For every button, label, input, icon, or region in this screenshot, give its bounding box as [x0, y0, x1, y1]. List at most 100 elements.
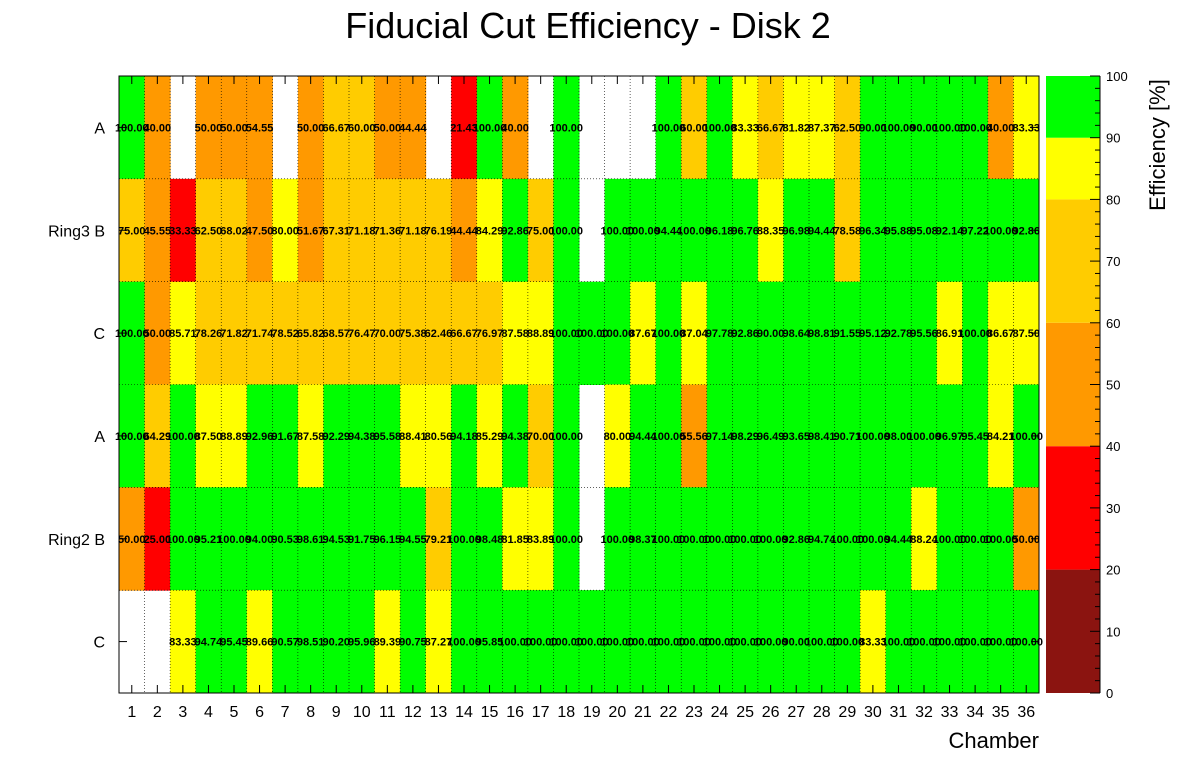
cell-value-label: 100.00 — [882, 122, 916, 134]
cell-value-label: 100.00 — [626, 225, 660, 237]
heatmap-cell — [476, 384, 503, 488]
heatmap-cell — [962, 178, 989, 283]
cell-value-label: 100.00 — [652, 637, 686, 649]
cell-value-label: 66.67 — [322, 122, 350, 134]
heatmap-cell — [476, 487, 503, 591]
heatmap-cell — [860, 178, 887, 283]
heatmap-cell — [911, 384, 938, 488]
heatmap-cell — [655, 590, 682, 694]
heatmap-cell — [502, 178, 529, 283]
heatmap-cell — [374, 76, 401, 180]
heatmap-cell — [502, 487, 529, 591]
heatmap-cell — [962, 590, 989, 694]
x-tick-label: 16 — [506, 704, 524, 721]
heatmap-cell — [783, 384, 810, 488]
cell-value-label: 83.33 — [859, 637, 887, 649]
cell-value-label: 92.29 — [322, 431, 350, 443]
x-tick-label: 27 — [787, 704, 805, 721]
heatmap-cell — [757, 76, 784, 180]
heatmap-cell — [987, 590, 1014, 694]
x-tick-label: 25 — [736, 704, 754, 721]
cell-value-label: 60.00 — [680, 122, 708, 134]
palette-tick-label: 20 — [1106, 563, 1120, 578]
cell-value-label: 71.36 — [374, 225, 402, 237]
heatmap-cell — [451, 487, 478, 591]
cell-value-label: 75.00 — [527, 225, 555, 237]
cell-value-label: 98.29 — [731, 431, 759, 443]
palette-band — [1046, 137, 1100, 200]
cell-value-label: 83.33 — [1012, 122, 1040, 134]
heatmap-cell — [757, 384, 784, 488]
x-tick-label: 1 — [127, 704, 136, 721]
cell-value-label: 98.48 — [476, 534, 504, 546]
cell-value-label: 62.46 — [425, 328, 453, 340]
heatmap-cell — [706, 384, 733, 488]
heatmap-cell — [911, 590, 938, 694]
heatmap-cell — [553, 384, 580, 488]
y-tick-label: C — [93, 326, 105, 343]
heatmap-cell — [706, 590, 733, 694]
heatmap-cell — [732, 384, 759, 488]
cell-value-label: 90.00 — [782, 637, 810, 649]
cell-value-label: 88.24 — [910, 534, 938, 546]
cell-value-label: 100.00 — [601, 328, 635, 340]
cell-value-label: 86.91 — [936, 328, 964, 340]
cell-value-label: 100.00 — [115, 122, 149, 134]
cell-value-label: 89.66 — [246, 637, 274, 649]
heatmap-cell — [323, 281, 350, 385]
heatmap-cell — [936, 76, 963, 180]
cell-value-label: 100.00 — [498, 637, 532, 649]
cell-value-label: 50.00 — [297, 122, 325, 134]
heatmap-cell — [400, 281, 427, 385]
cell-value-label: 94.44 — [885, 534, 913, 546]
cell-value-label: 68.57 — [322, 328, 350, 340]
cell-value-label: 95.12 — [859, 328, 887, 340]
cell-value-label: 92.86 — [782, 534, 810, 546]
heatmap-cell — [272, 487, 299, 591]
cell-value-label: 98.51 — [297, 637, 325, 649]
heatmap-cell — [425, 178, 452, 283]
cell-value-label: 94.44 — [655, 225, 683, 237]
cell-value-label: 33.33 — [169, 225, 197, 237]
heatmap-cell — [732, 590, 759, 694]
heatmap-cell — [297, 76, 324, 180]
heatmap-cell — [400, 178, 427, 283]
heatmap-cell — [936, 178, 963, 283]
heatmap-cell — [221, 590, 248, 694]
heatmap-cell — [706, 76, 733, 180]
x-tick-label: 7 — [281, 704, 290, 721]
cell-value-label: 100.00 — [958, 637, 992, 649]
palette-tick-label: 100 — [1106, 69, 1128, 84]
cell-value-label: 100.00 — [984, 534, 1018, 546]
cell-value-label: 54.55 — [246, 122, 274, 134]
cell-value-label: 71.82 — [220, 328, 248, 340]
heatmap-cell — [221, 487, 248, 591]
heatmap-cell — [783, 487, 810, 591]
y-tick-label: Ring3 B — [48, 223, 105, 240]
cell-value-label: 81.82 — [782, 122, 810, 134]
cell-value-label: 95.85 — [476, 637, 504, 649]
heatmap-cell — [936, 590, 963, 694]
heatmap-cell — [476, 178, 503, 283]
heatmap-cell — [732, 487, 759, 591]
palette-tick-label: 70 — [1106, 254, 1120, 269]
cell-value-label: 78.26 — [195, 328, 223, 340]
cell-value-label: 100.00 — [831, 637, 865, 649]
heatmap-cell — [527, 590, 554, 694]
heatmap-cell — [809, 281, 836, 385]
y-tick-label: A — [94, 120, 105, 137]
heatmap-cell — [374, 487, 401, 591]
heatmap-cell — [706, 281, 733, 385]
heatmap-cell — [451, 76, 478, 180]
cell-value-label: 95.45 — [961, 431, 989, 443]
palette-tick-label: 10 — [1106, 624, 1120, 639]
heatmap-cell — [553, 178, 580, 283]
cell-value-label: 100.00 — [652, 431, 686, 443]
heatmap-cell — [246, 178, 273, 283]
cell-value-label: 90.00 — [910, 122, 938, 134]
heatmap-cell — [374, 590, 401, 694]
cell-value-label: 100.00 — [601, 534, 635, 546]
cell-value-label: 44.44 — [450, 225, 478, 237]
heatmap-cell — [655, 178, 682, 283]
cell-value-label: 87.58 — [297, 431, 325, 443]
